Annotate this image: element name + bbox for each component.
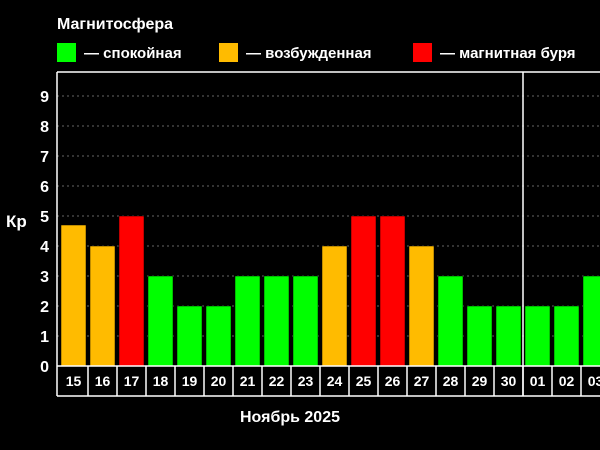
x-tick-label: 15 — [66, 373, 82, 389]
y-tick-label: 4 — [40, 239, 49, 256]
x-tick-label: 01 — [530, 373, 546, 389]
kp-bar — [147, 275, 174, 367]
y-tick-label: 5 — [40, 209, 49, 226]
x-tick-label: 03 — [588, 373, 600, 389]
x-tick-label: 16 — [95, 373, 111, 389]
kp-bar — [263, 275, 290, 367]
kp-bar — [553, 305, 580, 367]
x-tick-label: 18 — [153, 373, 169, 389]
kp-bar — [437, 275, 464, 367]
x-tick-label: 17 — [124, 373, 140, 389]
x-tick-label: 02 — [559, 373, 575, 389]
y-tick-label: 3 — [40, 269, 49, 286]
legend-label-excited: — возбужденная — [246, 45, 372, 62]
x-tick-label: 23 — [298, 373, 314, 389]
legend-swatch-quiet — [57, 43, 76, 62]
x-tick-label: 19 — [182, 373, 198, 389]
y-tick-labels: 0 1 2 3 4 5 6 7 8 9 — [40, 89, 49, 376]
x-tick-label: 24 — [327, 373, 343, 389]
kp-bar — [205, 305, 232, 367]
kp-bar — [379, 215, 406, 367]
kp-bar — [118, 215, 145, 367]
legend-swatch-excited — [219, 43, 238, 62]
y-tick-label: 8 — [40, 119, 49, 136]
x-tick-label: 21 — [240, 373, 256, 389]
y-tick-label: 7 — [40, 149, 49, 166]
legend: — спокойная — возбужденная — магнитная б… — [57, 43, 576, 62]
chart-title: Магнитосфера — [57, 16, 173, 33]
x-tick-label: 30 — [501, 373, 517, 389]
kp-bar — [234, 275, 261, 367]
kp-bar — [408, 245, 435, 367]
x-tick-label: 28 — [443, 373, 459, 389]
x-tick-label: 27 — [414, 373, 430, 389]
x-tick-label: 26 — [385, 373, 401, 389]
kp-bar — [524, 305, 551, 367]
x-tick-label: 29 — [472, 373, 488, 389]
legend-label-quiet: — спокойная — [84, 45, 182, 62]
x-tick-label: 22 — [269, 373, 285, 389]
kp-bar — [321, 245, 348, 367]
kp-bar — [350, 215, 377, 367]
kp-bar — [89, 245, 116, 367]
y-tick-label: 6 — [40, 179, 49, 196]
y-tick-label: 2 — [40, 299, 49, 316]
kp-bar — [582, 275, 600, 367]
bars — [60, 215, 600, 367]
x-tick-labels: 15 16 17 18 19 20 21 22 23 24 25 26 27 28 29 30 01 02 03 — [66, 366, 600, 396]
x-axis-label: Ноябрь 2025 — [240, 409, 340, 426]
x-tick-label: 20 — [211, 373, 227, 389]
y-tick-label: 9 — [40, 89, 49, 106]
y-tick-label: 0 — [40, 359, 49, 376]
kp-bar — [176, 305, 203, 367]
y-tick-label: 1 — [40, 329, 49, 346]
kp-bar — [60, 224, 87, 367]
x-tick-label: 25 — [356, 373, 372, 389]
kp-bar — [292, 275, 319, 367]
legend-label-storm: — магнитная буря — [440, 45, 576, 62]
y-axis-label: Кр — [6, 212, 27, 231]
kp-bar — [495, 305, 522, 367]
kp-bar — [466, 305, 493, 367]
legend-swatch-storm — [413, 43, 432, 62]
